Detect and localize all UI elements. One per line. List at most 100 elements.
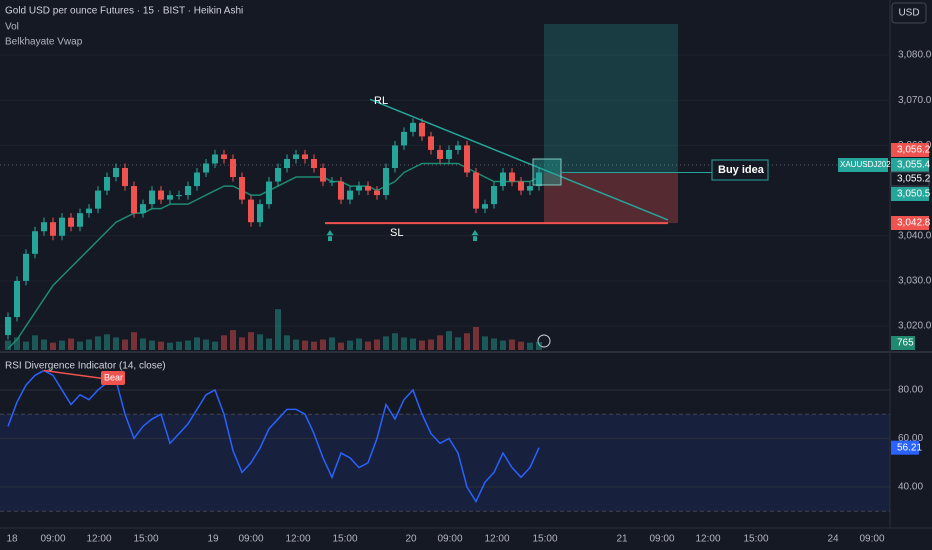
y-tick-label: 80.00: [898, 385, 923, 396]
volume-bar: [122, 339, 128, 350]
volume-bar: [365, 341, 371, 350]
symbol-label: XAUUSDJ2025: [840, 160, 896, 169]
y-tick-label: 40.00: [898, 482, 923, 493]
volume-bar: [14, 337, 20, 350]
candle-body: [77, 213, 83, 227]
rsi-title: RSI Divergence Indicator (14, close): [5, 361, 166, 372]
volume-bar: [383, 336, 389, 350]
volume-bar: [41, 339, 47, 350]
candle-body: [32, 231, 38, 254]
candle-body: [248, 199, 254, 223]
x-tick-label: 20: [405, 534, 417, 545]
candle-body: [320, 168, 326, 182]
candle-body: [185, 186, 191, 196]
volume-bar: [500, 340, 506, 350]
volume-bar: [140, 338, 146, 350]
candle-body: [455, 145, 461, 150]
volume-bar: [5, 340, 11, 350]
volume-bar: [302, 340, 308, 350]
resistance-line: [369, 98, 669, 221]
volume-bar: [95, 336, 101, 350]
y-tick-label: 60.00: [898, 433, 923, 444]
candle-body: [392, 145, 398, 168]
candle-body: [257, 204, 263, 223]
x-tick-label: 18: [6, 534, 18, 545]
x-tick-label: 12:00: [695, 534, 720, 545]
candle-body: [338, 181, 344, 200]
candle-body: [176, 195, 182, 197]
currency-label[interactable]: USD: [898, 8, 919, 19]
candle-body: [86, 208, 92, 214]
volume-bar: [167, 342, 173, 350]
candle-body: [59, 217, 65, 236]
volume-bar: [293, 339, 299, 350]
y-tick-label: 3,020.0: [898, 321, 932, 332]
x-tick-label: 24: [827, 534, 839, 545]
support-label: SL: [390, 227, 403, 239]
volume-bar: [509, 339, 515, 350]
volume-bar: [59, 340, 65, 350]
volume-badge: [891, 336, 915, 350]
candle-body: [239, 177, 245, 200]
candle-body: [122, 168, 128, 187]
x-tick-label: 09:00: [40, 534, 65, 545]
currency-button[interactable]: [891, 2, 927, 24]
candle-body: [527, 186, 533, 191]
candle-body: [482, 204, 488, 209]
price-badge-label: 3,050.5: [897, 189, 931, 200]
price-badge: [891, 216, 929, 230]
volume-bar: [491, 338, 497, 350]
candle-body: [5, 317, 11, 336]
candle-body: [401, 131, 407, 146]
indicator-vol: Vol: [5, 22, 19, 33]
volume-bar: [527, 342, 533, 350]
candle-body: [203, 163, 209, 173]
candle-body: [167, 195, 173, 200]
volume-bar: [428, 339, 434, 350]
candle-body: [95, 190, 101, 209]
candle-body: [437, 149, 443, 159]
volume-bar: [338, 342, 344, 350]
indicator-vwap: Belkhayate Vwap: [5, 37, 83, 48]
candle-body: [473, 172, 479, 209]
volume-bar: [320, 339, 326, 350]
vwap-line: [7, 162, 540, 350]
candle-body: [311, 158, 317, 168]
candle-body: [536, 172, 542, 187]
idea-label: Buy idea: [718, 164, 765, 176]
volume-bar: [77, 341, 83, 350]
volume-bar: [401, 337, 407, 350]
x-tick-label: 15:00: [532, 534, 557, 545]
volume-bar: [131, 332, 137, 350]
candle-body: [464, 145, 470, 173]
x-tick-label: 15:00: [332, 534, 357, 545]
divergence-badge: [101, 371, 125, 385]
candle-body: [491, 186, 497, 205]
volume-bar: [266, 338, 272, 350]
volume-bar: [113, 337, 119, 350]
volume-bar: [419, 340, 425, 350]
entry-marker: [532, 158, 562, 186]
candle-body: [302, 154, 308, 159]
volume-bar: [50, 342, 56, 350]
candle-body: [275, 168, 281, 182]
candle-body: [329, 181, 335, 183]
x-tick-label: 12:00: [484, 534, 509, 545]
x-tick-label: 09:00: [238, 534, 263, 545]
last-label: 56.21: [897, 442, 922, 453]
x-tick-label: 12:00: [86, 534, 111, 545]
candle-body: [230, 158, 236, 178]
alert-icon[interactable]: [537, 334, 551, 348]
volume-bar: [347, 340, 353, 350]
candle-body: [500, 172, 506, 187]
candle-body: [50, 222, 56, 236]
candle-body: [158, 190, 164, 200]
candle-body: [68, 217, 74, 227]
candle-body: [356, 186, 362, 191]
volume-bar: [446, 331, 452, 350]
resistance-label: RL: [374, 95, 388, 107]
candle-body: [212, 154, 218, 164]
volume-bar: [275, 309, 281, 350]
